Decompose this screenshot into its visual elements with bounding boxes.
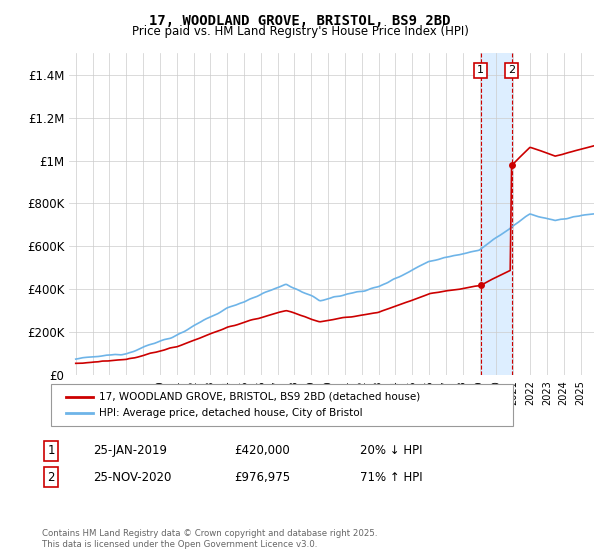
Text: 2: 2: [47, 470, 55, 484]
Bar: [481, 53, 512, 375]
Text: 25-NOV-2020: 25-NOV-2020: [93, 470, 172, 484]
Text: 25-JAN-2019: 25-JAN-2019: [93, 444, 167, 458]
Text: £420,000: £420,000: [234, 444, 290, 458]
Text: £976,975: £976,975: [234, 470, 290, 484]
Text: 1: 1: [47, 444, 55, 458]
Text: 1: 1: [477, 66, 484, 76]
Text: 20% ↓ HPI: 20% ↓ HPI: [360, 444, 422, 458]
Text: 17, WOODLAND GROVE, BRISTOL, BS9 2BD: 17, WOODLAND GROVE, BRISTOL, BS9 2BD: [149, 14, 451, 28]
Text: Price paid vs. HM Land Registry's House Price Index (HPI): Price paid vs. HM Land Registry's House …: [131, 25, 469, 38]
Text: 2: 2: [508, 66, 515, 76]
Text: HPI: Average price, detached house, City of Bristol: HPI: Average price, detached house, City…: [99, 408, 362, 418]
Text: Contains HM Land Registry data © Crown copyright and database right 2025.
This d: Contains HM Land Registry data © Crown c…: [42, 529, 377, 549]
Text: 71% ↑ HPI: 71% ↑ HPI: [360, 470, 422, 484]
Text: 17, WOODLAND GROVE, BRISTOL, BS9 2BD (detached house): 17, WOODLAND GROVE, BRISTOL, BS9 2BD (de…: [99, 391, 420, 402]
